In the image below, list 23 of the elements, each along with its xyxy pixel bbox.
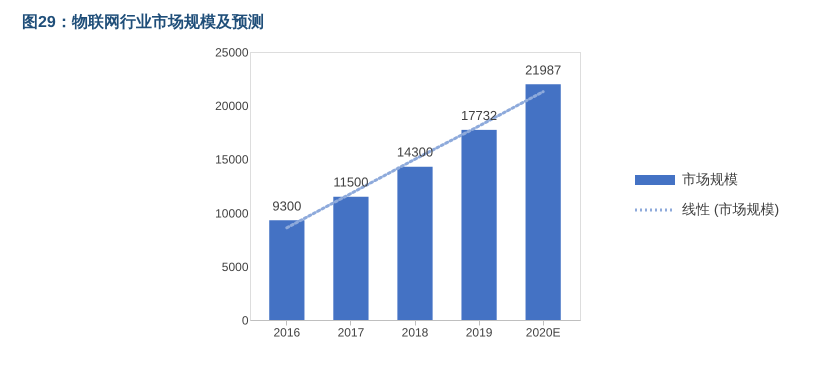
data-label: 11500 [333,174,369,190]
y-tick-label: 25000 [215,46,249,60]
x-tick-label: 2017 [338,326,365,340]
bar [333,196,369,320]
data-label: 17732 [461,108,498,123]
y-tick-label: 10000 [215,206,249,220]
y-tick-label: 0 [242,314,249,328]
x-tick-label: 2018 [402,326,429,340]
legend-label: 线性 (市场规模) [682,201,780,217]
chart-title: 图29：物联网行业市场规模及预测 [22,13,264,31]
bar [269,220,304,320]
x-tick-label: 2019 [466,326,493,340]
x-tick-label: 2020E [526,326,561,340]
y-tick-label: 15000 [215,152,249,167]
bar [397,166,433,320]
y-tick-label: 20000 [215,99,249,114]
bar [461,130,497,320]
data-label: 9300 [272,198,302,214]
bar [526,84,561,320]
data-label: 21987 [525,62,562,78]
x-tick-label: 2016 [273,326,301,340]
y-tick-label: 5000 [222,260,249,274]
legend-label: 市场规模 [682,171,738,187]
